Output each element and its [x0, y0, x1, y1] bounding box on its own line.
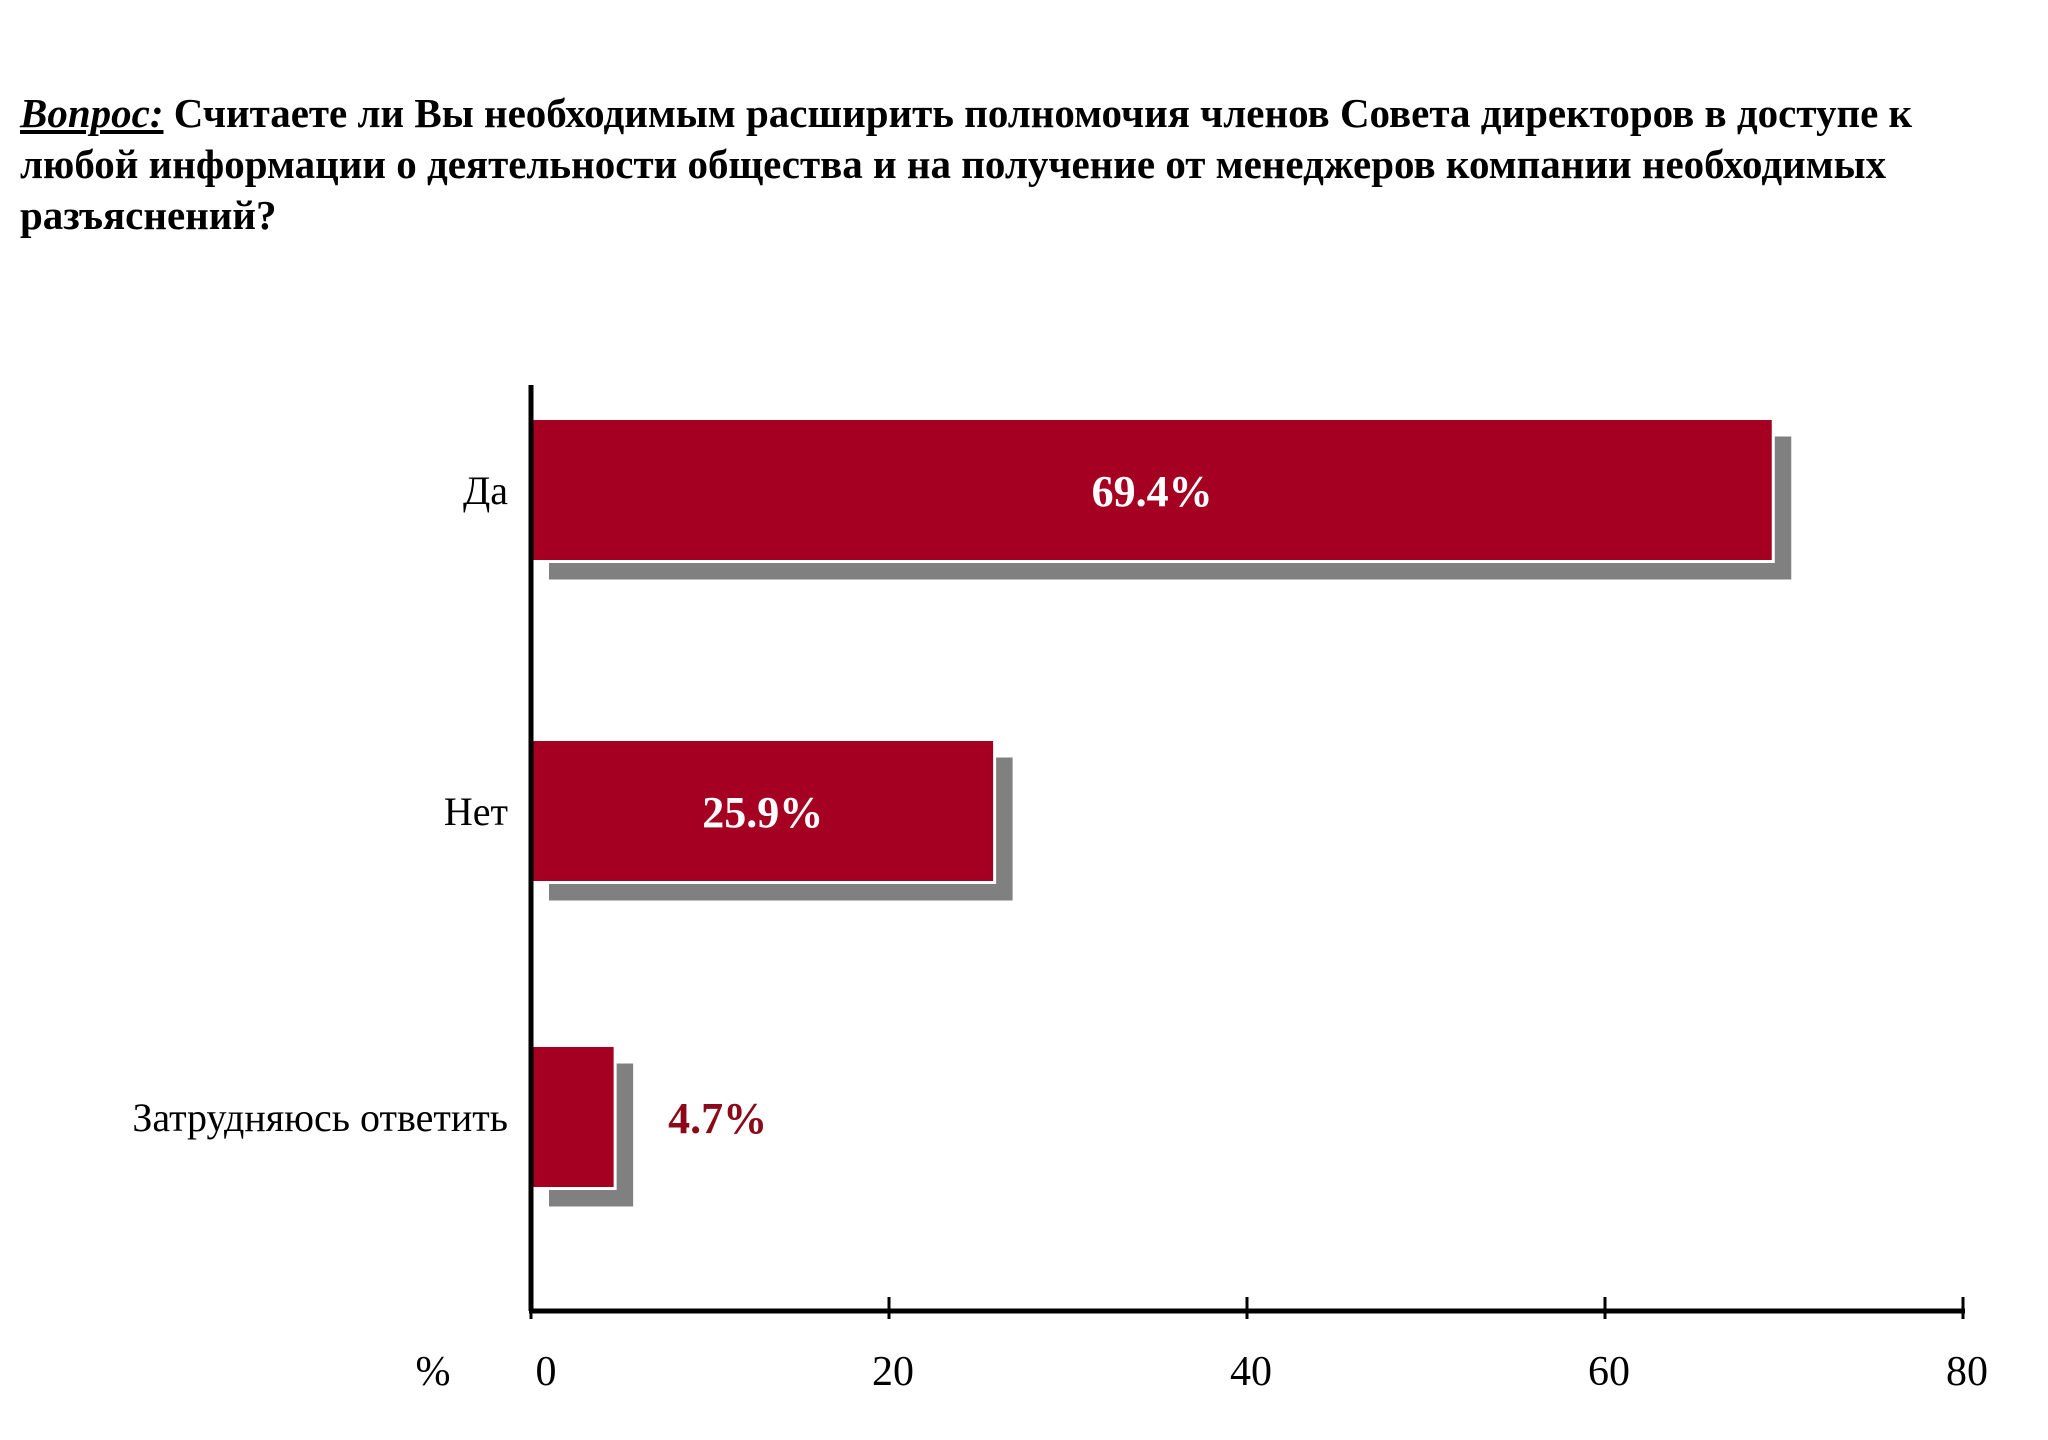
bar-1	[529, 417, 1775, 563]
x-tick-label: 60	[1588, 1349, 1630, 1395]
question-prefix: Вопрос:	[20, 90, 164, 136]
data-label: 4.7%	[668, 1094, 767, 1143]
x-axis-unit-label: %	[416, 1349, 451, 1395]
data-label: 69.4%	[1092, 467, 1213, 516]
x-ticks: 0 20 40 60 80	[529, 1297, 1988, 1395]
category-label: Да	[463, 468, 508, 513]
value-labels: 69.4% 25.9% 4.7%	[668, 467, 1213, 1143]
category-labels: Да Нет Затрудняюсь ответить	[132, 468, 508, 1140]
x-tick-label: 0	[536, 1349, 557, 1395]
bar-2	[529, 738, 997, 884]
x-tick-label: 40	[1230, 1349, 1272, 1395]
bar-3	[529, 1044, 617, 1190]
question-text: Вопрос: Считаете ли Вы необходимым расши…	[20, 88, 2030, 241]
category-label: Нет	[444, 789, 508, 834]
category-label: Затрудняюсь ответить	[132, 1095, 508, 1140]
bars	[529, 417, 1775, 1190]
question-body: Считаете ли Вы необходимым расширить пол…	[20, 90, 1913, 238]
data-label: 25.9%	[702, 788, 823, 837]
x-tick-label: 80	[1946, 1349, 1988, 1395]
x-tick-label: 20	[872, 1349, 914, 1395]
